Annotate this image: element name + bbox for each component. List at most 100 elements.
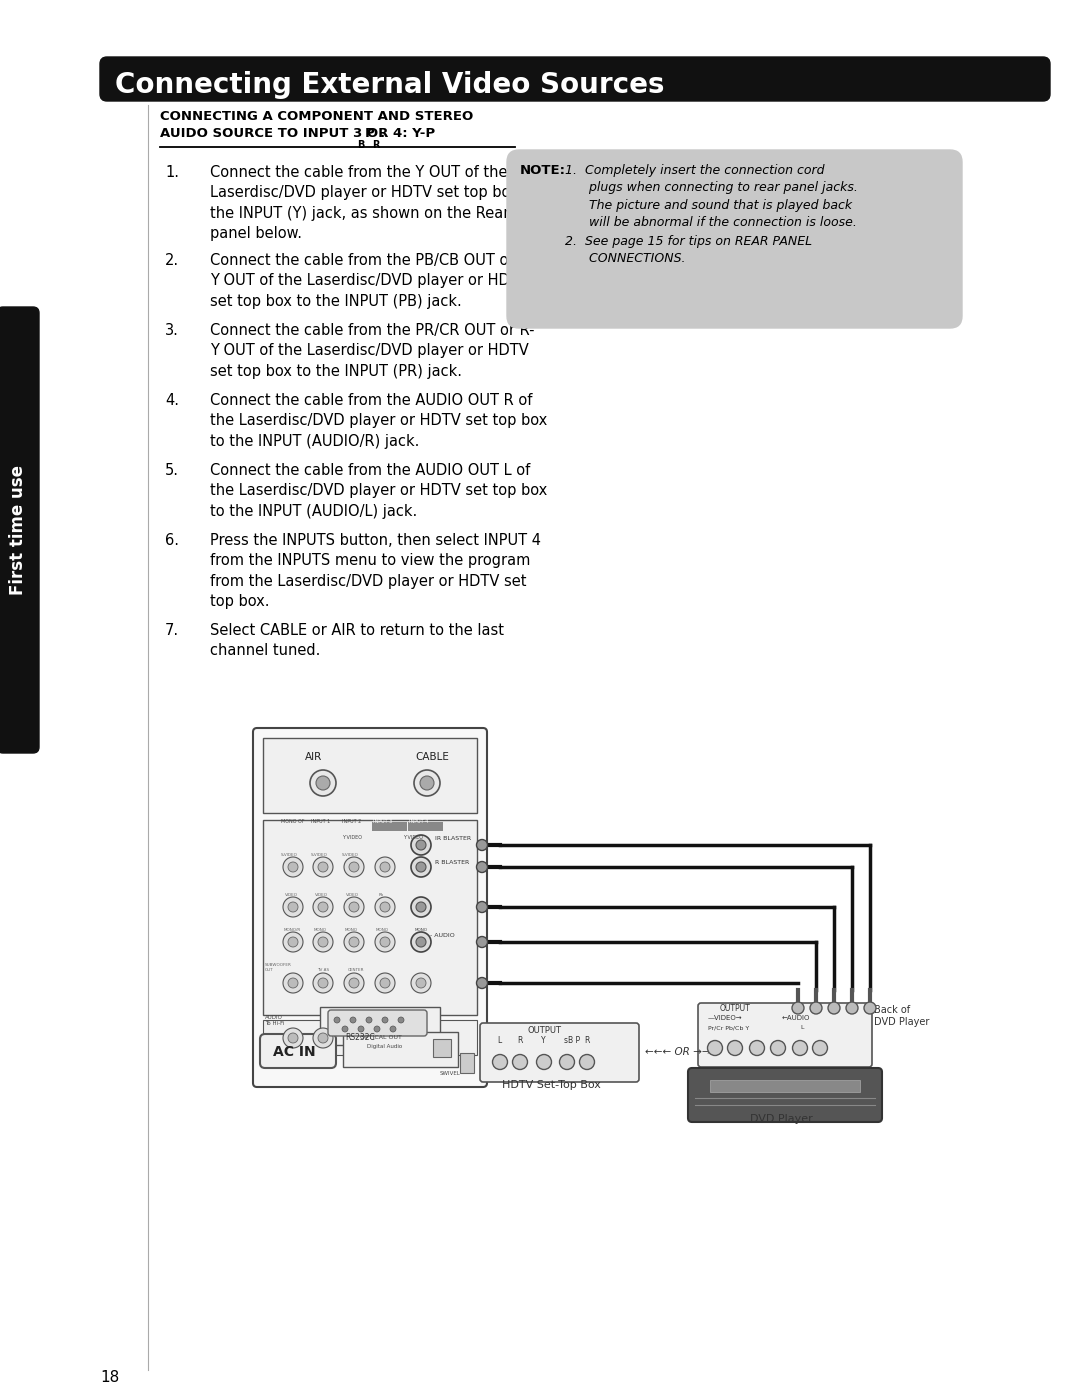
Circle shape [380, 937, 390, 947]
Text: NOTE:: NOTE: [519, 163, 566, 177]
Circle shape [288, 902, 298, 912]
Circle shape [349, 902, 359, 912]
Text: P: P [365, 127, 375, 140]
Circle shape [812, 1041, 827, 1056]
Text: Press the INPUTS button, then select INPUT 4
from the INPUTS menu to view the pr: Press the INPUTS button, then select INP… [210, 534, 541, 609]
FancyBboxPatch shape [253, 728, 487, 1087]
Bar [433, 1039, 451, 1058]
Circle shape [537, 1055, 552, 1070]
Text: AC IN: AC IN [273, 1045, 315, 1059]
Text: VIDEO: VIDEO [285, 893, 298, 897]
Circle shape [476, 862, 487, 873]
Text: MONO: MONO [345, 928, 357, 932]
Text: ←←← OR →→→: ←←← OR →→→ [645, 1046, 719, 1058]
Text: DVD Player: DVD Player [750, 1113, 813, 1125]
Text: 7.: 7. [165, 623, 179, 638]
Text: R: R [372, 140, 379, 149]
Circle shape [476, 978, 487, 989]
Text: Digital Audio: Digital Audio [367, 1044, 402, 1049]
Circle shape [313, 856, 333, 877]
Circle shape [380, 978, 390, 988]
Text: Select CABLE or AIR to return to the last
channel tuned.: Select CABLE or AIR to return to the las… [210, 623, 504, 658]
Text: sB P: sB P [564, 1037, 580, 1045]
Circle shape [375, 856, 395, 877]
Text: Connecting External Video Sources: Connecting External Video Sources [114, 71, 664, 99]
Circle shape [580, 1055, 594, 1070]
Text: SWIVEL: SWIVEL [440, 1071, 461, 1076]
Circle shape [345, 897, 364, 916]
Circle shape [288, 1032, 298, 1044]
Text: Connect the cable from the PB/CB OUT or B-
Y OUT of the Laserdisc/DVD player or : Connect the cable from the PB/CB OUT or … [210, 253, 535, 309]
Circle shape [411, 897, 431, 916]
Text: 2.: 2. [165, 253, 179, 268]
Circle shape [416, 978, 426, 988]
Text: Connect the cable from the Y OUT of the
Laserdisc/DVD player or HDTV set top box: Connect the cable from the Y OUT of the … [210, 165, 538, 242]
Text: Connect the cable from the AUDIO OUT L of
the Laserdisc/DVD player or HDTV set t: Connect the cable from the AUDIO OUT L o… [210, 462, 548, 518]
Text: INPUT 1: INPUT 1 [311, 819, 330, 824]
Text: SUBWOOFER
OUT: SUBWOOFER OUT [265, 964, 292, 972]
Text: RS232C: RS232C [345, 1032, 375, 1042]
Text: VIDEO: VIDEO [315, 893, 328, 897]
Circle shape [411, 972, 431, 993]
Circle shape [313, 897, 333, 916]
Text: OPTICAL OUT: OPTICAL OUT [360, 1035, 402, 1039]
Circle shape [283, 856, 303, 877]
Circle shape [416, 937, 426, 947]
Circle shape [318, 978, 328, 988]
Circle shape [345, 856, 364, 877]
Text: S-VIDEO: S-VIDEO [342, 854, 359, 856]
Text: ←AUDIO: ←AUDIO [782, 1016, 810, 1021]
Circle shape [288, 937, 298, 947]
Circle shape [349, 978, 359, 988]
Circle shape [288, 862, 298, 872]
Circle shape [283, 972, 303, 993]
Text: Y VIDEO: Y VIDEO [342, 835, 362, 840]
Circle shape [750, 1041, 765, 1056]
Circle shape [349, 937, 359, 947]
Text: VIDEO: VIDEO [346, 893, 359, 897]
Text: S-VIDEO: S-VIDEO [311, 854, 328, 856]
Circle shape [375, 897, 395, 916]
Circle shape [380, 862, 390, 872]
FancyBboxPatch shape [0, 307, 39, 753]
Circle shape [513, 1055, 527, 1070]
Text: Pr/Cr Pb/Cb Y: Pr/Cr Pb/Cb Y [708, 1025, 750, 1030]
FancyBboxPatch shape [328, 1010, 427, 1037]
Circle shape [350, 1017, 356, 1023]
Circle shape [374, 1025, 380, 1032]
Text: Connect the cable from the PR/CR OUT or R-
Y OUT of the Laserdisc/DVD player or : Connect the cable from the PR/CR OUT or … [210, 323, 535, 379]
Text: DVD Player: DVD Player [874, 1017, 930, 1027]
Text: Y VIDEO: Y VIDEO [403, 835, 423, 840]
Bar [320, 1007, 440, 1045]
Text: Y: Y [541, 1037, 545, 1045]
FancyBboxPatch shape [507, 149, 962, 328]
Circle shape [416, 840, 426, 849]
Circle shape [380, 902, 390, 912]
Text: Back of: Back of [874, 1004, 910, 1016]
Circle shape [349, 862, 359, 872]
Text: AUDIO
To Hi-Fi: AUDIO To Hi-Fi [265, 1016, 284, 1025]
Circle shape [416, 902, 426, 912]
Circle shape [810, 1002, 822, 1014]
Circle shape [283, 932, 303, 951]
Text: AIR: AIR [305, 752, 322, 761]
Circle shape [313, 1028, 333, 1048]
Circle shape [492, 1055, 508, 1070]
Circle shape [864, 1002, 876, 1014]
Circle shape [770, 1041, 785, 1056]
Circle shape [316, 775, 330, 789]
Circle shape [318, 902, 328, 912]
Circle shape [707, 1041, 723, 1056]
Circle shape [310, 770, 336, 796]
Circle shape [334, 1017, 340, 1023]
Text: S-VIDEO: S-VIDEO [281, 854, 298, 856]
Text: MONO: MONO [376, 928, 389, 932]
Circle shape [728, 1041, 743, 1056]
Text: B: B [357, 140, 365, 149]
FancyBboxPatch shape [480, 1023, 639, 1083]
Circle shape [559, 1055, 575, 1070]
Circle shape [318, 937, 328, 947]
Text: 18: 18 [100, 1370, 119, 1384]
Circle shape [420, 775, 434, 789]
Text: CENTER: CENTER [348, 968, 365, 972]
